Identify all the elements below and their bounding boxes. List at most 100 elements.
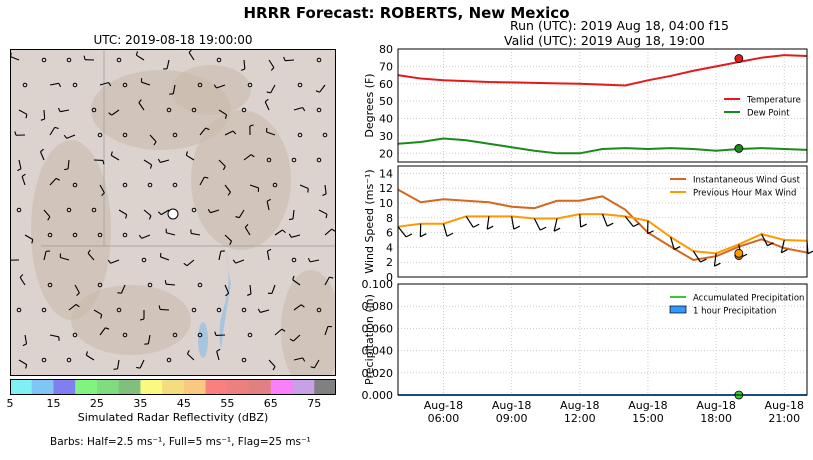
wind-barb [243,59,246,70]
x-tick-date: Aug-18 [560,399,599,412]
wind-barb-flag [288,233,292,238]
wind-barb-flag [107,259,112,264]
calm-wind-marker [147,182,153,188]
y-tick-label: 20 [379,147,393,160]
calm-wind-marker [172,332,178,338]
calm-wind-marker [316,157,322,163]
calm-wind-marker [247,332,253,338]
wind-barb-flag [47,216,51,221]
wind-barb-flag [188,50,192,53]
calm-wind-marker [97,282,103,288]
wind-barb-flag [227,191,231,196]
y-tick-label: 2 [386,256,393,269]
wind-barb [274,328,283,336]
wind-barb [67,159,70,170]
wind-barb-flag [63,134,68,139]
wind-barb [324,276,330,286]
wind-barb [49,334,59,338]
wind-barb-flag [486,225,494,230]
legend-swatch [669,305,687,314]
wind-barb [21,176,26,186]
wind-barb [159,308,170,311]
wind-barb-flag [54,126,59,130]
terrain-shade [191,110,291,250]
wind-barb [224,184,231,193]
wind-barb-flag [205,127,210,131]
y-tick-label: 14 [379,167,393,180]
wind-barb [111,109,120,116]
wind-barb [172,84,176,94]
radar-map [10,49,336,376]
wind-barb-flag [76,292,80,297]
wind-barb-flag [300,304,305,308]
wind-barb [110,259,120,264]
map-title: UTC: 2019-08-18 19:00:00 [93,33,253,47]
calm-wind-marker [72,82,78,88]
wind-barb [293,304,302,311]
wind-barb [187,353,195,361]
wind-barb [299,184,309,190]
terrain-shade [71,285,191,355]
wind-barb [218,251,222,261]
y-tick-label: 8 [386,212,393,225]
legend-entry: 1 hour Precipitation [693,307,776,317]
wind-barb [318,209,328,215]
wind-barb-flag [157,158,161,163]
calm-wind-marker [297,132,303,138]
wind-barb-flag [225,292,229,297]
panel-frame [397,165,808,278]
colorbar-frame [10,379,336,395]
wind-barb-flag [58,83,62,88]
wind-barb [291,234,301,238]
wind-barb-flag [272,366,276,371]
valid-time-label: Valid (UTC): 2019 Aug 18, 19:00 [504,33,705,48]
calm-wind-marker [41,57,47,63]
wind-barb-flag [281,328,286,332]
legend-entry: Instantaneous Wind Gust [693,176,801,186]
wind-barb [99,184,105,194]
calm-wind-marker [291,257,297,263]
series-line [397,137,808,155]
terrain-shade [171,65,251,115]
wind-barb [216,351,220,361]
wind-barb-flag [139,318,145,321]
wind-barb [166,232,176,236]
wind-barb-flag [633,222,640,228]
wind-barb [235,259,245,264]
wind-barb [270,84,276,94]
y-tick-label: 0.040 [362,345,394,358]
wind-barb-flag [420,233,427,238]
calm-wind-marker [16,307,22,313]
wind-barb-flag [781,249,788,254]
wind-barb [49,82,59,86]
colorbar-segment [270,379,294,395]
wind-barb [86,354,95,361]
calm-wind-marker [72,182,78,188]
wind-barb [218,109,227,116]
wind-barb [118,209,127,216]
wind-barb-flag [307,258,311,263]
wind-barb [249,184,259,189]
map-canvas [11,50,335,375]
panel-0: 20 30 40 50 60 70 80 Degrees (F) Temperature Dew … [363,43,808,163]
calm-wind-marker [116,57,122,63]
calm-wind-marker [41,357,47,363]
calm-wind-marker [241,307,247,313]
y-tick-label: 0 [386,271,393,284]
wind-barb-flag [138,99,142,103]
wind-barb-flag [100,314,103,319]
calm-wind-marker [247,82,253,88]
calm-wind-marker [147,282,153,288]
wind-barb [670,236,675,250]
wind-barb [713,253,717,267]
colorbar-tick-label: 35 [133,397,148,410]
calm-wind-marker [47,282,53,288]
wind-barb-flag [110,151,113,156]
wind-barb [186,154,195,161]
wind-barb-flag [553,227,561,232]
wind-barb [139,359,145,369]
colorbar-segment [53,379,76,395]
wind-barb [397,226,407,238]
x-tick-time: 12:00 [564,412,596,425]
calm-wind-marker [316,57,322,63]
